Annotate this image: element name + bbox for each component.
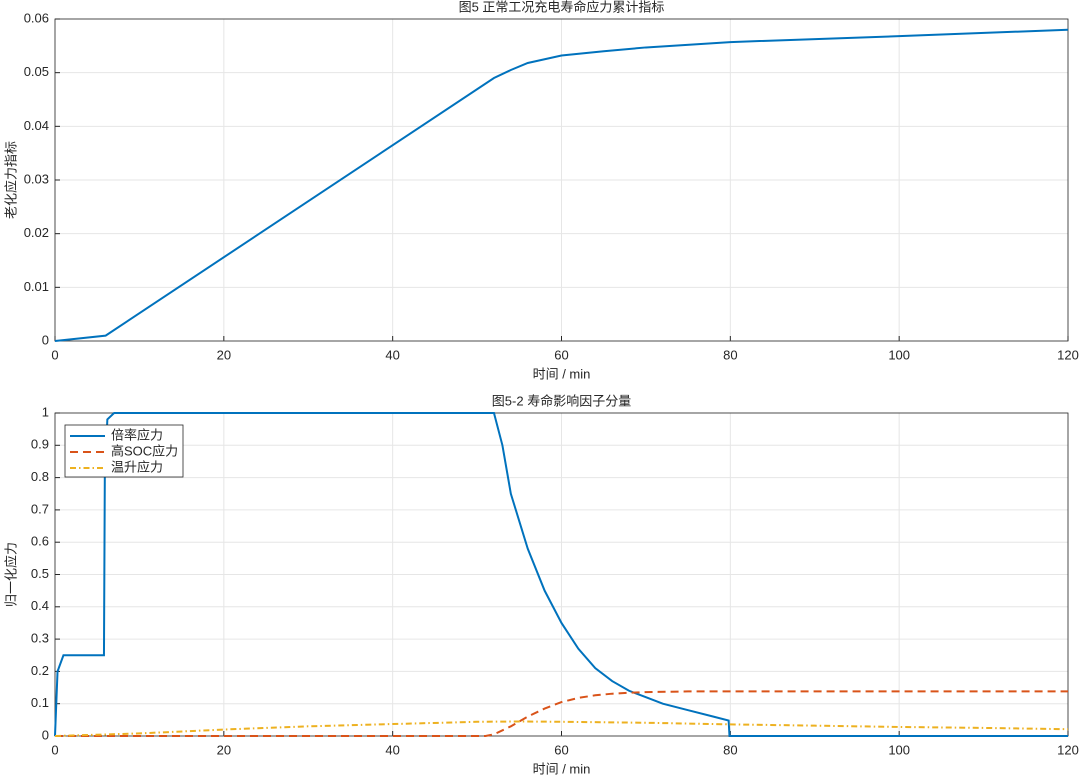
series-line	[55, 690, 1068, 737]
axes-box	[54, 18, 1069, 342]
chart-title: 图5-2 寿命影响因子分量	[492, 393, 631, 408]
y-tick-label: 0.9	[31, 437, 49, 452]
y-tick-label: 1	[42, 404, 49, 419]
y-tick-label: 0.3	[31, 631, 49, 646]
legend-label: 温升应力	[111, 459, 163, 474]
x-tick-label: 0	[51, 347, 58, 362]
legend-label: 高SOC应力	[111, 443, 178, 458]
x-tick-label: 40	[385, 742, 399, 757]
axes-box	[54, 412, 1069, 737]
x-tick-label: 0	[51, 742, 58, 757]
x-tick-label: 120	[1057, 742, 1079, 757]
y-tick-label: 0.8	[31, 469, 49, 484]
series-line	[54, 28, 1069, 342]
x-tick-label: 40	[385, 347, 399, 362]
y-tick-label: 0.05	[24, 64, 49, 79]
x-tick-label: 80	[723, 742, 737, 757]
y-tick-label: 0.5	[31, 566, 49, 581]
x-tick-label: 60	[554, 742, 568, 757]
y-tick-label: 0.4	[31, 598, 49, 613]
x-tick-label: 100	[888, 347, 910, 362]
x-axis-label: 时间 / min	[533, 761, 591, 776]
y-axis-label: 老化应力指标	[3, 141, 18, 219]
y-tick-label: 0.02	[24, 225, 49, 240]
y-tick-label: 0.7	[31, 501, 49, 516]
y-tick-label: 0.6	[31, 534, 49, 549]
x-axis-label: 时间 / min	[533, 366, 591, 381]
x-tick-label: 80	[723, 347, 737, 362]
y-tick-label: 0.01	[24, 279, 49, 294]
y-tick-label: 0.1	[31, 695, 49, 710]
x-tick-label: 120	[1057, 347, 1079, 362]
y-tick-label: 0.2	[31, 663, 49, 678]
y-tick-label: 0.03	[24, 171, 49, 186]
series-line	[54, 412, 1068, 737]
x-tick-label: 20	[217, 742, 231, 757]
chart-title: 图5 正常工况充电寿命应力累计指标	[459, 0, 665, 14]
legend-label: 倍率应力	[111, 427, 163, 442]
y-axis-label: 归一化应力	[3, 542, 18, 607]
y-tick-label: 0.06	[24, 10, 49, 25]
y-tick-label: 0.04	[24, 118, 49, 133]
x-tick-label: 20	[217, 347, 231, 362]
x-tick-label: 60	[554, 347, 568, 362]
y-tick-label: 0	[42, 727, 49, 742]
y-tick-label: 0	[42, 332, 49, 347]
x-tick-label: 100	[888, 742, 910, 757]
